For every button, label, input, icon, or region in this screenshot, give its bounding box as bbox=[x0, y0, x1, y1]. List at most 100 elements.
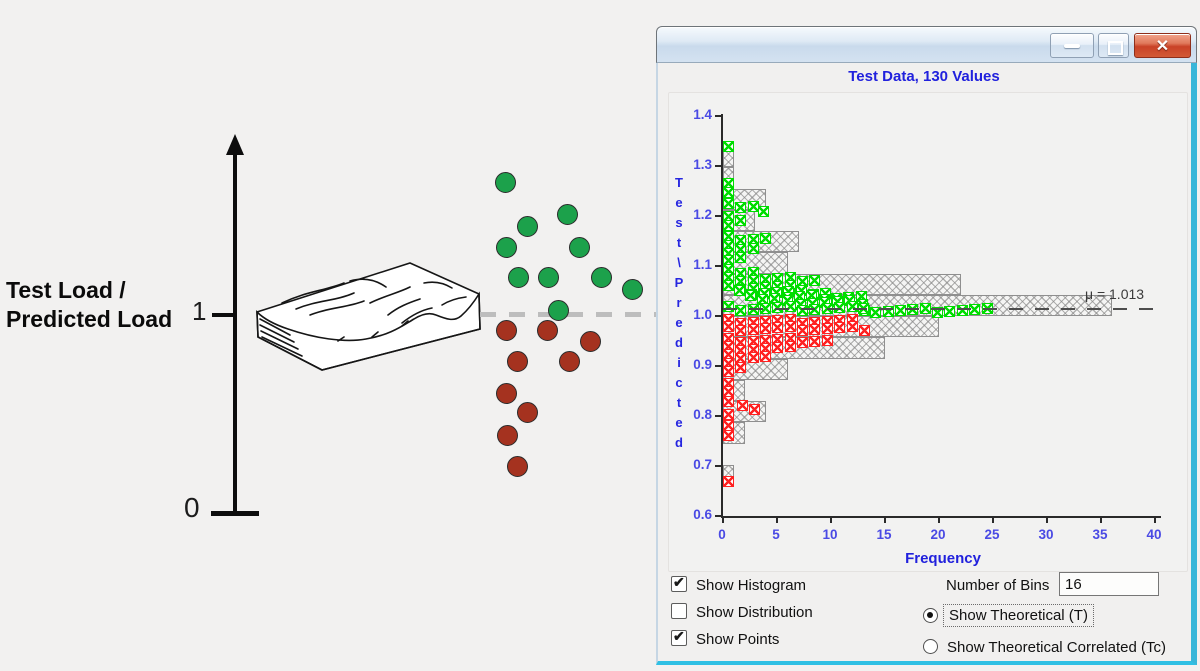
y-tick bbox=[715, 165, 721, 167]
data-point-red bbox=[834, 321, 846, 333]
x-tick bbox=[722, 518, 724, 523]
checkbox-show-distribution-label[interactable]: Show Distribution bbox=[696, 604, 813, 621]
chart-title: Test Data, 130 Values bbox=[848, 68, 1000, 85]
data-point-green bbox=[809, 275, 821, 286]
red-data-circle bbox=[536, 319, 558, 341]
data-point-green bbox=[895, 304, 907, 316]
checkbox-show-points-label[interactable]: Show Points bbox=[696, 631, 780, 648]
minimize-icon bbox=[1064, 43, 1080, 48]
green-data-circle bbox=[590, 266, 612, 288]
checkbox-show-histogram[interactable] bbox=[671, 574, 687, 592]
axis-value-one: 1 bbox=[192, 296, 207, 326]
data-point-red bbox=[723, 366, 734, 377]
x-tick-label: 35 bbox=[1092, 527, 1108, 542]
axis-arrowhead bbox=[226, 134, 244, 155]
radio-show-theoretical-correlated[interactable] bbox=[923, 639, 938, 654]
data-point-green bbox=[723, 301, 734, 312]
y-axis-label-letter: d bbox=[675, 335, 683, 350]
y-axis-line bbox=[721, 114, 723, 517]
y-axis-label-letter: e bbox=[675, 195, 683, 210]
x-tick bbox=[1154, 518, 1156, 523]
y-tick bbox=[715, 365, 721, 367]
y-axis-label-letter: P bbox=[674, 275, 684, 290]
checkbox-show-distribution[interactable] bbox=[671, 603, 687, 619]
x-tick-label: 15 bbox=[876, 527, 892, 542]
data-point-red bbox=[821, 334, 833, 346]
y-axis-label-letter: T bbox=[675, 175, 683, 190]
x-tick bbox=[830, 518, 832, 523]
x-tick-label: 20 bbox=[930, 527, 946, 542]
data-point-red bbox=[735, 324, 747, 336]
y-tick bbox=[715, 515, 721, 517]
y-axis-label-letter: e bbox=[675, 315, 683, 330]
y-tick bbox=[715, 465, 721, 467]
data-point-green bbox=[870, 306, 882, 318]
data-point-green bbox=[932, 306, 944, 318]
green-data-circle bbox=[507, 266, 529, 288]
maximize-icon bbox=[1107, 40, 1123, 55]
mean-label: μ = 1.013 bbox=[1085, 286, 1145, 302]
x-tick-label: 0 bbox=[718, 527, 726, 542]
green-data-circle bbox=[494, 171, 516, 193]
minimize-button[interactable] bbox=[1050, 33, 1094, 58]
data-point-green bbox=[735, 305, 747, 316]
x-tick bbox=[1100, 518, 1102, 523]
y-tick bbox=[715, 415, 721, 417]
data-point-green bbox=[797, 305, 809, 316]
data-point-red bbox=[797, 324, 809, 336]
radio-show-theoretical-correlated-label[interactable]: Show Theoretical Correlated (Tc) bbox=[947, 639, 1166, 656]
y-axis-label-letter: r bbox=[676, 295, 682, 310]
red-data-circle bbox=[506, 455, 528, 477]
data-point-red bbox=[809, 323, 821, 335]
x-tick-label: 25 bbox=[984, 527, 1000, 542]
y-tick-label: 1.3 bbox=[693, 157, 712, 172]
x-tick-label: 10 bbox=[822, 527, 838, 542]
data-point-red bbox=[723, 430, 734, 441]
data-point-green bbox=[735, 201, 747, 213]
green-data-circle bbox=[556, 203, 578, 225]
data-point-green bbox=[760, 233, 772, 244]
x-tick-label: 40 bbox=[1146, 527, 1162, 542]
y-axis-label-letter: d bbox=[675, 435, 683, 450]
y-tick bbox=[715, 265, 721, 267]
checkbox-show-points[interactable] bbox=[671, 628, 687, 646]
x-axis-line bbox=[721, 516, 1161, 518]
red-data-circle bbox=[495, 319, 517, 341]
green-data-circle bbox=[568, 236, 590, 258]
data-point-red bbox=[760, 322, 772, 334]
window-titlebar[interactable]: ✕ bbox=[656, 26, 1197, 63]
data-point-green bbox=[723, 141, 734, 152]
data-point-green bbox=[733, 284, 745, 296]
number-of-bins-input[interactable] bbox=[1059, 572, 1159, 596]
data-point-red bbox=[723, 396, 734, 407]
x-tick bbox=[884, 518, 886, 523]
data-point-green bbox=[956, 304, 968, 316]
y-axis-label-letter: \ bbox=[677, 255, 681, 270]
data-point-red bbox=[737, 399, 749, 411]
checkbox-show-histogram-label[interactable]: Show Histogram bbox=[696, 577, 807, 594]
maximize-button[interactable] bbox=[1098, 33, 1129, 58]
data-point-red bbox=[772, 321, 784, 333]
data-point-green bbox=[834, 302, 846, 313]
data-point-red bbox=[723, 476, 734, 487]
x-tick bbox=[1046, 518, 1048, 523]
green-data-circle bbox=[547, 299, 569, 321]
data-point-red bbox=[723, 408, 734, 420]
unity-dashed-line bbox=[480, 312, 659, 317]
y-tick bbox=[715, 315, 721, 317]
y-tick-label: 1.0 bbox=[693, 307, 712, 322]
data-point-red bbox=[858, 324, 870, 336]
red-data-circle bbox=[506, 350, 528, 372]
radio-show-theoretical[interactable] bbox=[923, 608, 938, 623]
data-point-green bbox=[723, 219, 734, 231]
x-tick bbox=[776, 518, 778, 523]
radio-show-theoretical-label[interactable]: Show Theoretical (T) bbox=[943, 604, 1094, 627]
data-point-red bbox=[784, 320, 796, 332]
red-data-circle bbox=[516, 401, 538, 423]
green-data-circle bbox=[516, 215, 538, 237]
data-point-green bbox=[723, 279, 734, 291]
close-button[interactable]: ✕ bbox=[1134, 33, 1191, 58]
data-point-red bbox=[735, 361, 747, 373]
data-point-green bbox=[757, 206, 769, 217]
soil-block-sketch bbox=[252, 253, 485, 380]
